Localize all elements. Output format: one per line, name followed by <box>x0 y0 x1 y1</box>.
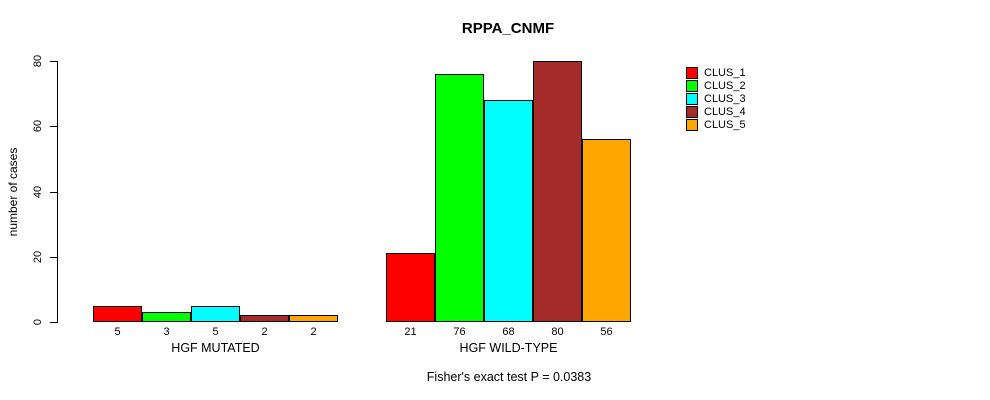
bar-clus_4 <box>533 61 582 322</box>
bar-value-label: 2 <box>261 326 268 338</box>
y-axis-tick <box>50 61 57 62</box>
group-label: HGF MUTATED <box>171 341 260 355</box>
bar-clus_4 <box>240 315 289 322</box>
bar-value-label: 5 <box>114 326 121 338</box>
bar-clus_1 <box>386 253 435 322</box>
y-tick-label: 60 <box>32 120 44 133</box>
legend-swatch <box>686 119 698 131</box>
legend-label: CLUS_2 <box>704 80 746 92</box>
y-tick-label: 40 <box>32 185 44 198</box>
bar-clus_1 <box>93 306 142 322</box>
group-label: HGF WILD-TYPE <box>459 341 558 355</box>
legend-swatch <box>686 106 698 118</box>
bar-value-label: 76 <box>453 326 466 338</box>
bar-clus_3 <box>484 100 533 322</box>
y-axis-tick <box>50 126 57 128</box>
bar-value-label: 21 <box>404 326 417 338</box>
y-axis-tick <box>50 191 57 193</box>
bar-value-label: 56 <box>600 326 613 338</box>
bar-clus_2 <box>142 312 191 322</box>
y-axis-line <box>57 61 58 323</box>
legend-swatch <box>686 93 698 105</box>
legend-label: CLUS_3 <box>704 93 746 105</box>
bar-value-label: 80 <box>551 326 564 338</box>
bar-value-label: 68 <box>502 326 515 338</box>
chart-title: RPPA_CNMF <box>461 20 555 37</box>
legend-label: CLUS_5 <box>704 119 746 131</box>
bar-clus_3 <box>191 306 240 322</box>
legend-label: CLUS_1 <box>704 67 746 79</box>
bar-value-label: 2 <box>310 326 317 338</box>
y-tick-label: 20 <box>32 250 44 263</box>
y-axis-label: number of cases <box>6 147 20 237</box>
bar-clus_5 <box>289 315 338 322</box>
y-axis-tick <box>50 256 57 258</box>
bar-value-label: 3 <box>163 326 170 338</box>
y-tick-label: 0 <box>32 318 44 326</box>
legend-swatch <box>686 80 698 92</box>
legend-label: CLUS_4 <box>704 106 746 118</box>
legend-swatch <box>686 67 698 79</box>
stat-test-caption: Fisher's exact test P = 0.0383 <box>426 370 592 384</box>
y-tick-label: 80 <box>32 54 44 68</box>
bar-value-label: 5 <box>212 326 219 338</box>
bar-clus_5 <box>582 139 631 322</box>
y-axis-tick <box>50 322 57 323</box>
bar-clus_2 <box>435 74 484 322</box>
